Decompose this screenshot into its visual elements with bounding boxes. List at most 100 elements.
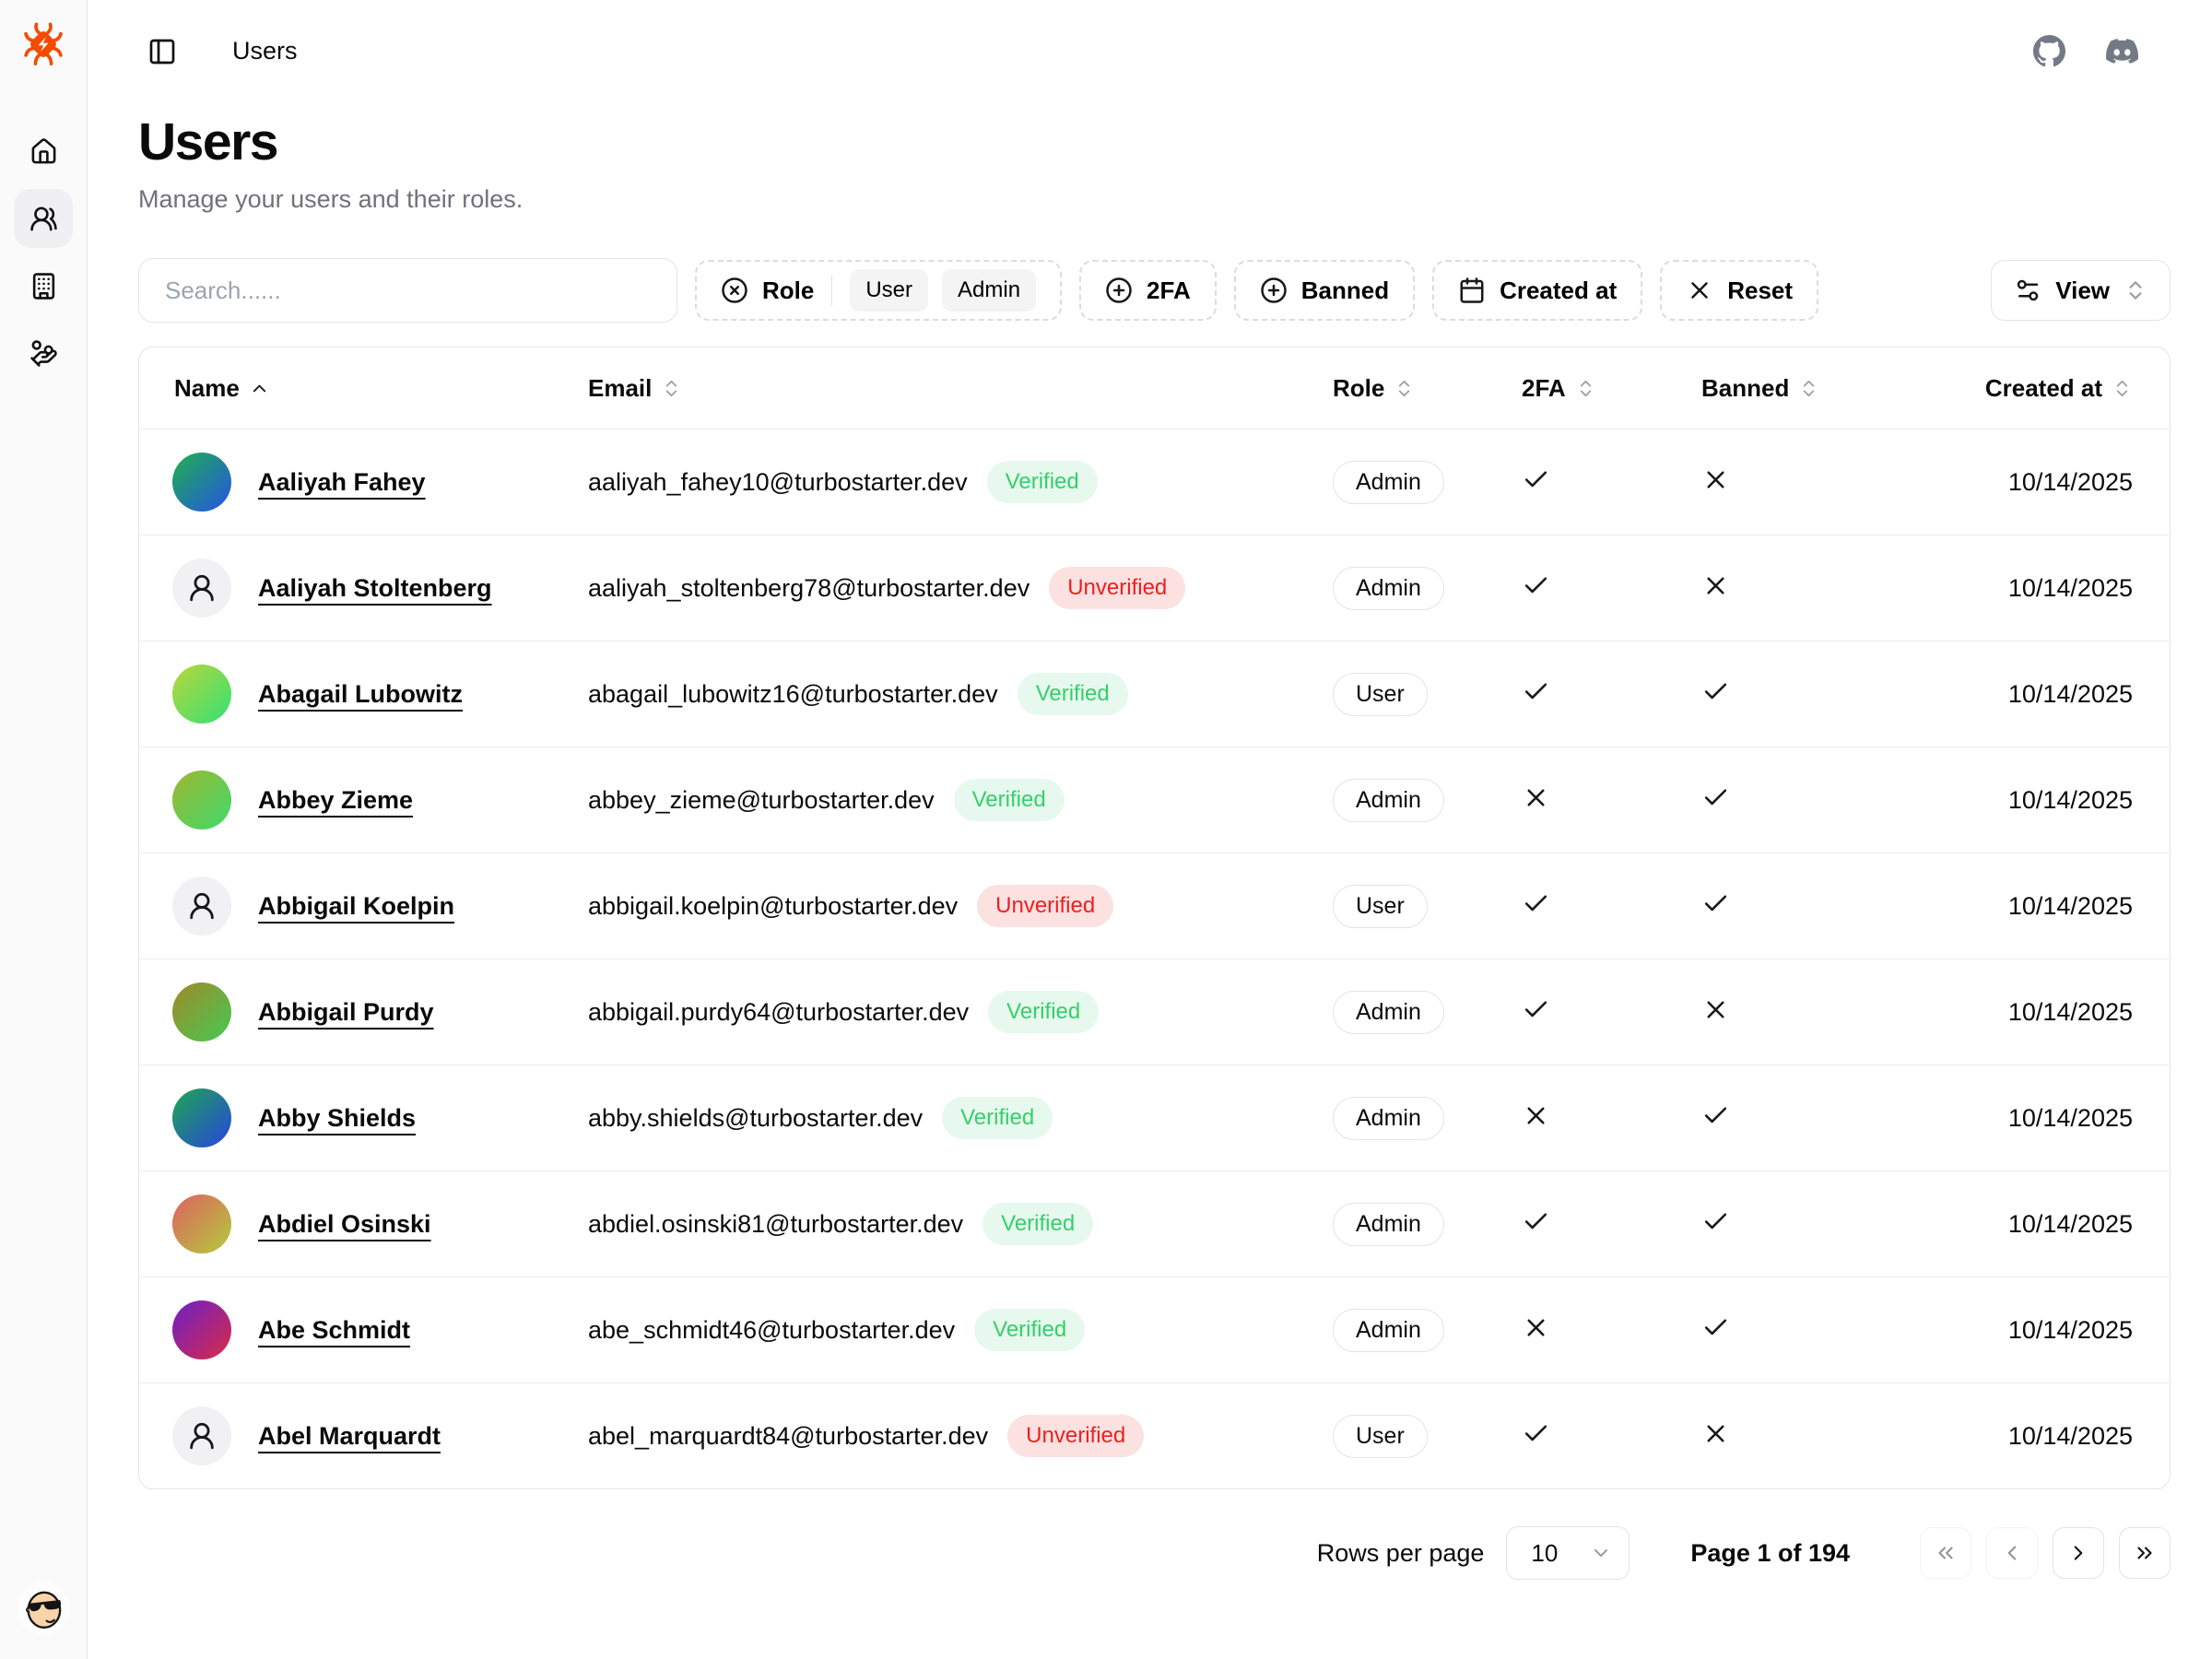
twofa-cell	[1522, 677, 1701, 711]
current-user-avatar[interactable]	[17, 1582, 70, 1635]
topbar-links	[2033, 35, 2138, 67]
twofa-filter-button[interactable]: 2FA	[1079, 260, 1217, 321]
next-page-button[interactable]	[2053, 1527, 2104, 1579]
bug-logo-icon	[24, 22, 63, 65]
twofa-cell	[1522, 1101, 1701, 1135]
twofa-x-icon	[1527, 1319, 1545, 1336]
role-badge: Admin	[1333, 990, 1444, 1034]
user-email: abagail_lubowitz16@turbostarter.dev	[588, 679, 998, 708]
twofa-x-icon	[1527, 1107, 1545, 1124]
banned-cell	[1701, 1101, 1881, 1135]
column-header-role[interactable]: Role	[1333, 374, 1522, 403]
sidebar-nav	[14, 122, 73, 382]
avatar-gradient	[172, 982, 231, 1041]
previous-page-button[interactable]	[1986, 1527, 2038, 1579]
sidebar-item-billing[interactable]	[14, 324, 73, 382]
chevron-left-icon	[2007, 1546, 2017, 1560]
sidebar-item-organizations[interactable]	[14, 256, 73, 315]
table-row: Aaliyah Stoltenberg aaliyah_stoltenberg7…	[139, 535, 2170, 641]
column-label: 2FA	[1522, 373, 1566, 402]
table-row: Abagail Lubowitz abagail_lubowitz16@turb…	[139, 641, 2170, 747]
email-cell: aaliyah_stoltenberg78@turbostarter.dev U…	[588, 567, 1333, 609]
user-name-link[interactable]: Abdiel Osinski	[258, 1209, 431, 1238]
sidebar-toggle-button[interactable]	[147, 37, 177, 66]
column-label: Email	[588, 373, 653, 402]
avatar-placeholder	[172, 1406, 231, 1465]
role-badge: User	[1333, 672, 1428, 716]
rows-per-page-select[interactable]: 10	[1506, 1526, 1630, 1580]
circle-plus-icon	[1260, 277, 1287, 303]
email-status-badge: Verified	[942, 1097, 1053, 1139]
github-icon[interactable]	[2033, 35, 2065, 67]
twofa-check-icon	[1524, 683, 1547, 700]
banned-check-icon	[1704, 1319, 1727, 1335]
role-cell: Admin	[1333, 778, 1522, 822]
banned-cell	[1701, 995, 1881, 1029]
sidebar-item-home[interactable]	[14, 122, 73, 181]
role-cell: Admin	[1333, 566, 1522, 610]
twofa-check-icon	[1524, 577, 1547, 594]
column-header-name[interactable]: Name	[139, 374, 588, 403]
calendar-icon	[1460, 277, 1484, 303]
avatar-gradient	[172, 1300, 231, 1359]
user-name-link[interactable]: Aaliyah Stoltenberg	[258, 573, 492, 602]
search-input[interactable]	[138, 258, 677, 323]
user-email: abbigail.purdy64@turbostarter.dev	[588, 997, 970, 1026]
user-name-link[interactable]: Abby Shields	[258, 1103, 417, 1132]
role-badge: Admin	[1333, 566, 1444, 610]
chevrons-up-down-icon	[666, 380, 677, 396]
chevrons-up-down-icon	[1399, 380, 1410, 396]
app-logo[interactable]	[19, 20, 67, 68]
twofa-cell	[1522, 783, 1701, 817]
user-name-link[interactable]: Abe Schmidt	[258, 1315, 411, 1344]
role-filter-value-admin: Admin	[942, 269, 1037, 312]
circle-x-icon	[722, 277, 747, 303]
table-row: Abbigail Purdy abbigail.purdy64@turbosta…	[139, 959, 2170, 1065]
email-status-badge: Verified	[1017, 673, 1128, 715]
user-name-link[interactable]: Abel Marquardt	[258, 1421, 441, 1450]
banned-cell	[1701, 1313, 1881, 1347]
banned-cell	[1701, 1207, 1881, 1241]
created-at-filter-label: Created at	[1500, 276, 1618, 304]
banned-cell	[1701, 465, 1881, 499]
user-name-link[interactable]: Abbey Zieme	[258, 785, 414, 814]
banned-filter-label: Banned	[1300, 276, 1390, 304]
email-status-badge: Verified	[974, 1309, 1086, 1351]
banned-check-icon	[1704, 1213, 1727, 1230]
avatar-placeholder	[172, 877, 231, 935]
user-email: abby.shields@turbostarter.dev	[588, 1103, 924, 1132]
reset-filters-button[interactable]: Reset	[1660, 260, 1819, 321]
discord-icon[interactable]	[2106, 35, 2138, 67]
twofa-cell	[1522, 571, 1701, 605]
sidebar-item-users[interactable]	[14, 189, 73, 248]
user-name-link[interactable]: Aaliyah Fahey	[258, 467, 426, 496]
chevron-right-icon	[2074, 1546, 2083, 1560]
first-page-button[interactable]	[1920, 1527, 1971, 1579]
twofa-check-icon	[1524, 1001, 1547, 1018]
building-icon	[32, 272, 54, 300]
banned-filter-button[interactable]: Banned	[1233, 260, 1416, 321]
last-page-button[interactable]	[2119, 1527, 2171, 1579]
column-header-email[interactable]: Email	[588, 374, 1333, 403]
role-filter-button[interactable]: Role User Admin	[695, 260, 1063, 321]
chevrons-up-down-icon	[2116, 380, 2128, 396]
banned-cell	[1701, 783, 1881, 817]
email-cell: abe_schmidt46@turbostarter.dev Verified	[588, 1309, 1333, 1351]
avatar-placeholder	[172, 559, 231, 618]
user-name-link[interactable]: Abbigail Purdy	[258, 997, 434, 1026]
role-cell: User	[1333, 1414, 1522, 1458]
user-name-link[interactable]: Abagail Lubowitz	[258, 679, 463, 708]
page-subtitle: Manage your users and their roles.	[138, 185, 524, 213]
column-label: Created at	[1984, 373, 2102, 402]
column-header-banned[interactable]: Banned	[1701, 374, 1881, 403]
role-badge: Admin	[1333, 1202, 1444, 1246]
view-label: View	[2055, 276, 2110, 304]
column-header-created-at[interactable]: Created at	[1881, 374, 2170, 403]
column-header-2fa[interactable]: 2FA	[1522, 374, 1701, 403]
created-at-cell: 10/14/2025	[2007, 1209, 2133, 1238]
role-cell: Admin	[1333, 1308, 1522, 1352]
view-options-button[interactable]: View	[1991, 260, 2171, 321]
user-name-link[interactable]: Abbigail Koelpin	[258, 891, 454, 920]
created-at-filter-button[interactable]: Created at	[1432, 260, 1643, 321]
